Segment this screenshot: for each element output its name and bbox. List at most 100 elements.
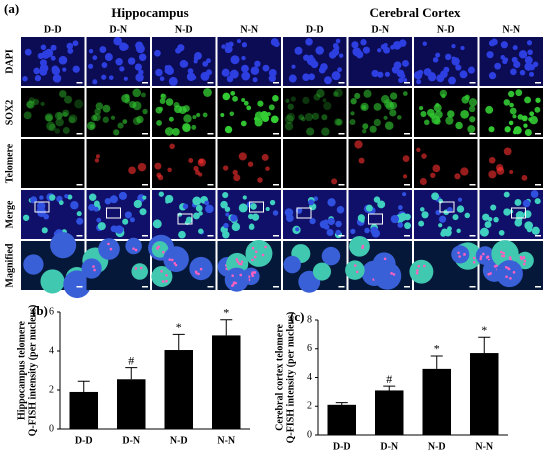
cell: [242, 195, 247, 200]
cell: [334, 45, 340, 51]
scale-bar: [273, 82, 279, 84]
cell: [529, 111, 535, 117]
image-tile: [283, 37, 347, 86]
cell: [260, 111, 269, 120]
scale-bar: [273, 184, 279, 186]
cell: [165, 199, 170, 204]
cell: [88, 203, 96, 211]
cell: [488, 170, 497, 179]
telomere-dot: [415, 271, 419, 275]
cell: [318, 66, 326, 74]
cell: [241, 42, 248, 48]
cell: [183, 114, 192, 123]
cell: [223, 94, 229, 99]
cell: [451, 245, 470, 264]
cell: [290, 96, 296, 102]
cell: [456, 205, 465, 213]
cell: [512, 45, 518, 51]
cell: [323, 219, 329, 225]
cell: [119, 66, 125, 72]
cell: [265, 206, 270, 212]
column-label: N-N: [502, 24, 521, 35]
cell: [402, 174, 408, 179]
cell: [517, 114, 524, 120]
cell: [265, 166, 270, 171]
image-tile: [21, 139, 85, 188]
cell: [177, 212, 183, 217]
cell: [59, 90, 67, 98]
bar: [117, 379, 146, 429]
image-tile: [21, 37, 85, 86]
cell: [430, 172, 436, 178]
scale-bar: [469, 286, 476, 288]
panel-label: (a): [4, 1, 19, 16]
cell: [454, 173, 461, 180]
telomere-dot: [353, 264, 357, 267]
telomere-dot: [489, 272, 492, 275]
bar: [327, 404, 356, 435]
telomere-dot: [355, 270, 359, 274]
cell: [133, 199, 142, 209]
cell: [205, 204, 214, 214]
cell: [110, 225, 118, 233]
significance-mark: #: [386, 372, 392, 386]
scale-bar: [142, 235, 148, 237]
cell: [96, 217, 102, 223]
cell: [487, 216, 493, 222]
cell: [248, 213, 254, 220]
cell: [167, 167, 172, 173]
scale-bar: [142, 184, 148, 186]
cell: [432, 57, 439, 63]
cell: [377, 48, 382, 53]
cell: [95, 102, 104, 110]
cell: [534, 106, 541, 113]
cell: [182, 122, 191, 132]
cell: [514, 219, 523, 227]
cell: [139, 208, 147, 216]
cell: [364, 227, 370, 234]
cell: [220, 200, 228, 209]
cell: [102, 116, 109, 123]
cell: [515, 211, 525, 220]
bar: [69, 391, 98, 429]
cell: [110, 115, 116, 120]
cell: [360, 102, 369, 112]
significance-mark: *: [481, 323, 487, 337]
cell: [323, 101, 332, 111]
cell: [338, 53, 344, 58]
telomere-dot: [472, 260, 476, 264]
cell: [205, 69, 213, 76]
image-tile: [217, 190, 281, 239]
cell: [418, 105, 424, 111]
cell: [436, 74, 445, 83]
cell: [335, 220, 342, 228]
cell: [287, 103, 294, 110]
cell: [129, 217, 135, 223]
cell: [88, 193, 97, 201]
x-tick-label: N-N: [475, 441, 494, 452]
cell: [447, 110, 455, 118]
cell: [519, 69, 526, 76]
cell: [132, 88, 142, 98]
error-bar: [77, 380, 90, 392]
cell: [402, 59, 409, 67]
scale-bar: [338, 184, 345, 186]
cell: [306, 56, 316, 66]
tile-background: [479, 139, 543, 188]
telomere-dot: [261, 253, 265, 257]
telomere-dot: [239, 273, 243, 277]
cell: [409, 259, 434, 284]
image-tile: [86, 88, 150, 137]
cell: [360, 218, 365, 223]
scale-bar: [76, 235, 83, 237]
cell: [494, 62, 502, 70]
error-bar: [220, 319, 233, 336]
image-tile: [409, 241, 482, 290]
cell: [464, 212, 471, 219]
cell: [108, 75, 114, 80]
cell: [390, 45, 395, 50]
scale-bar: [469, 82, 476, 84]
cell: [373, 196, 381, 203]
cell: [238, 203, 248, 213]
telomere-dot: [422, 264, 426, 268]
